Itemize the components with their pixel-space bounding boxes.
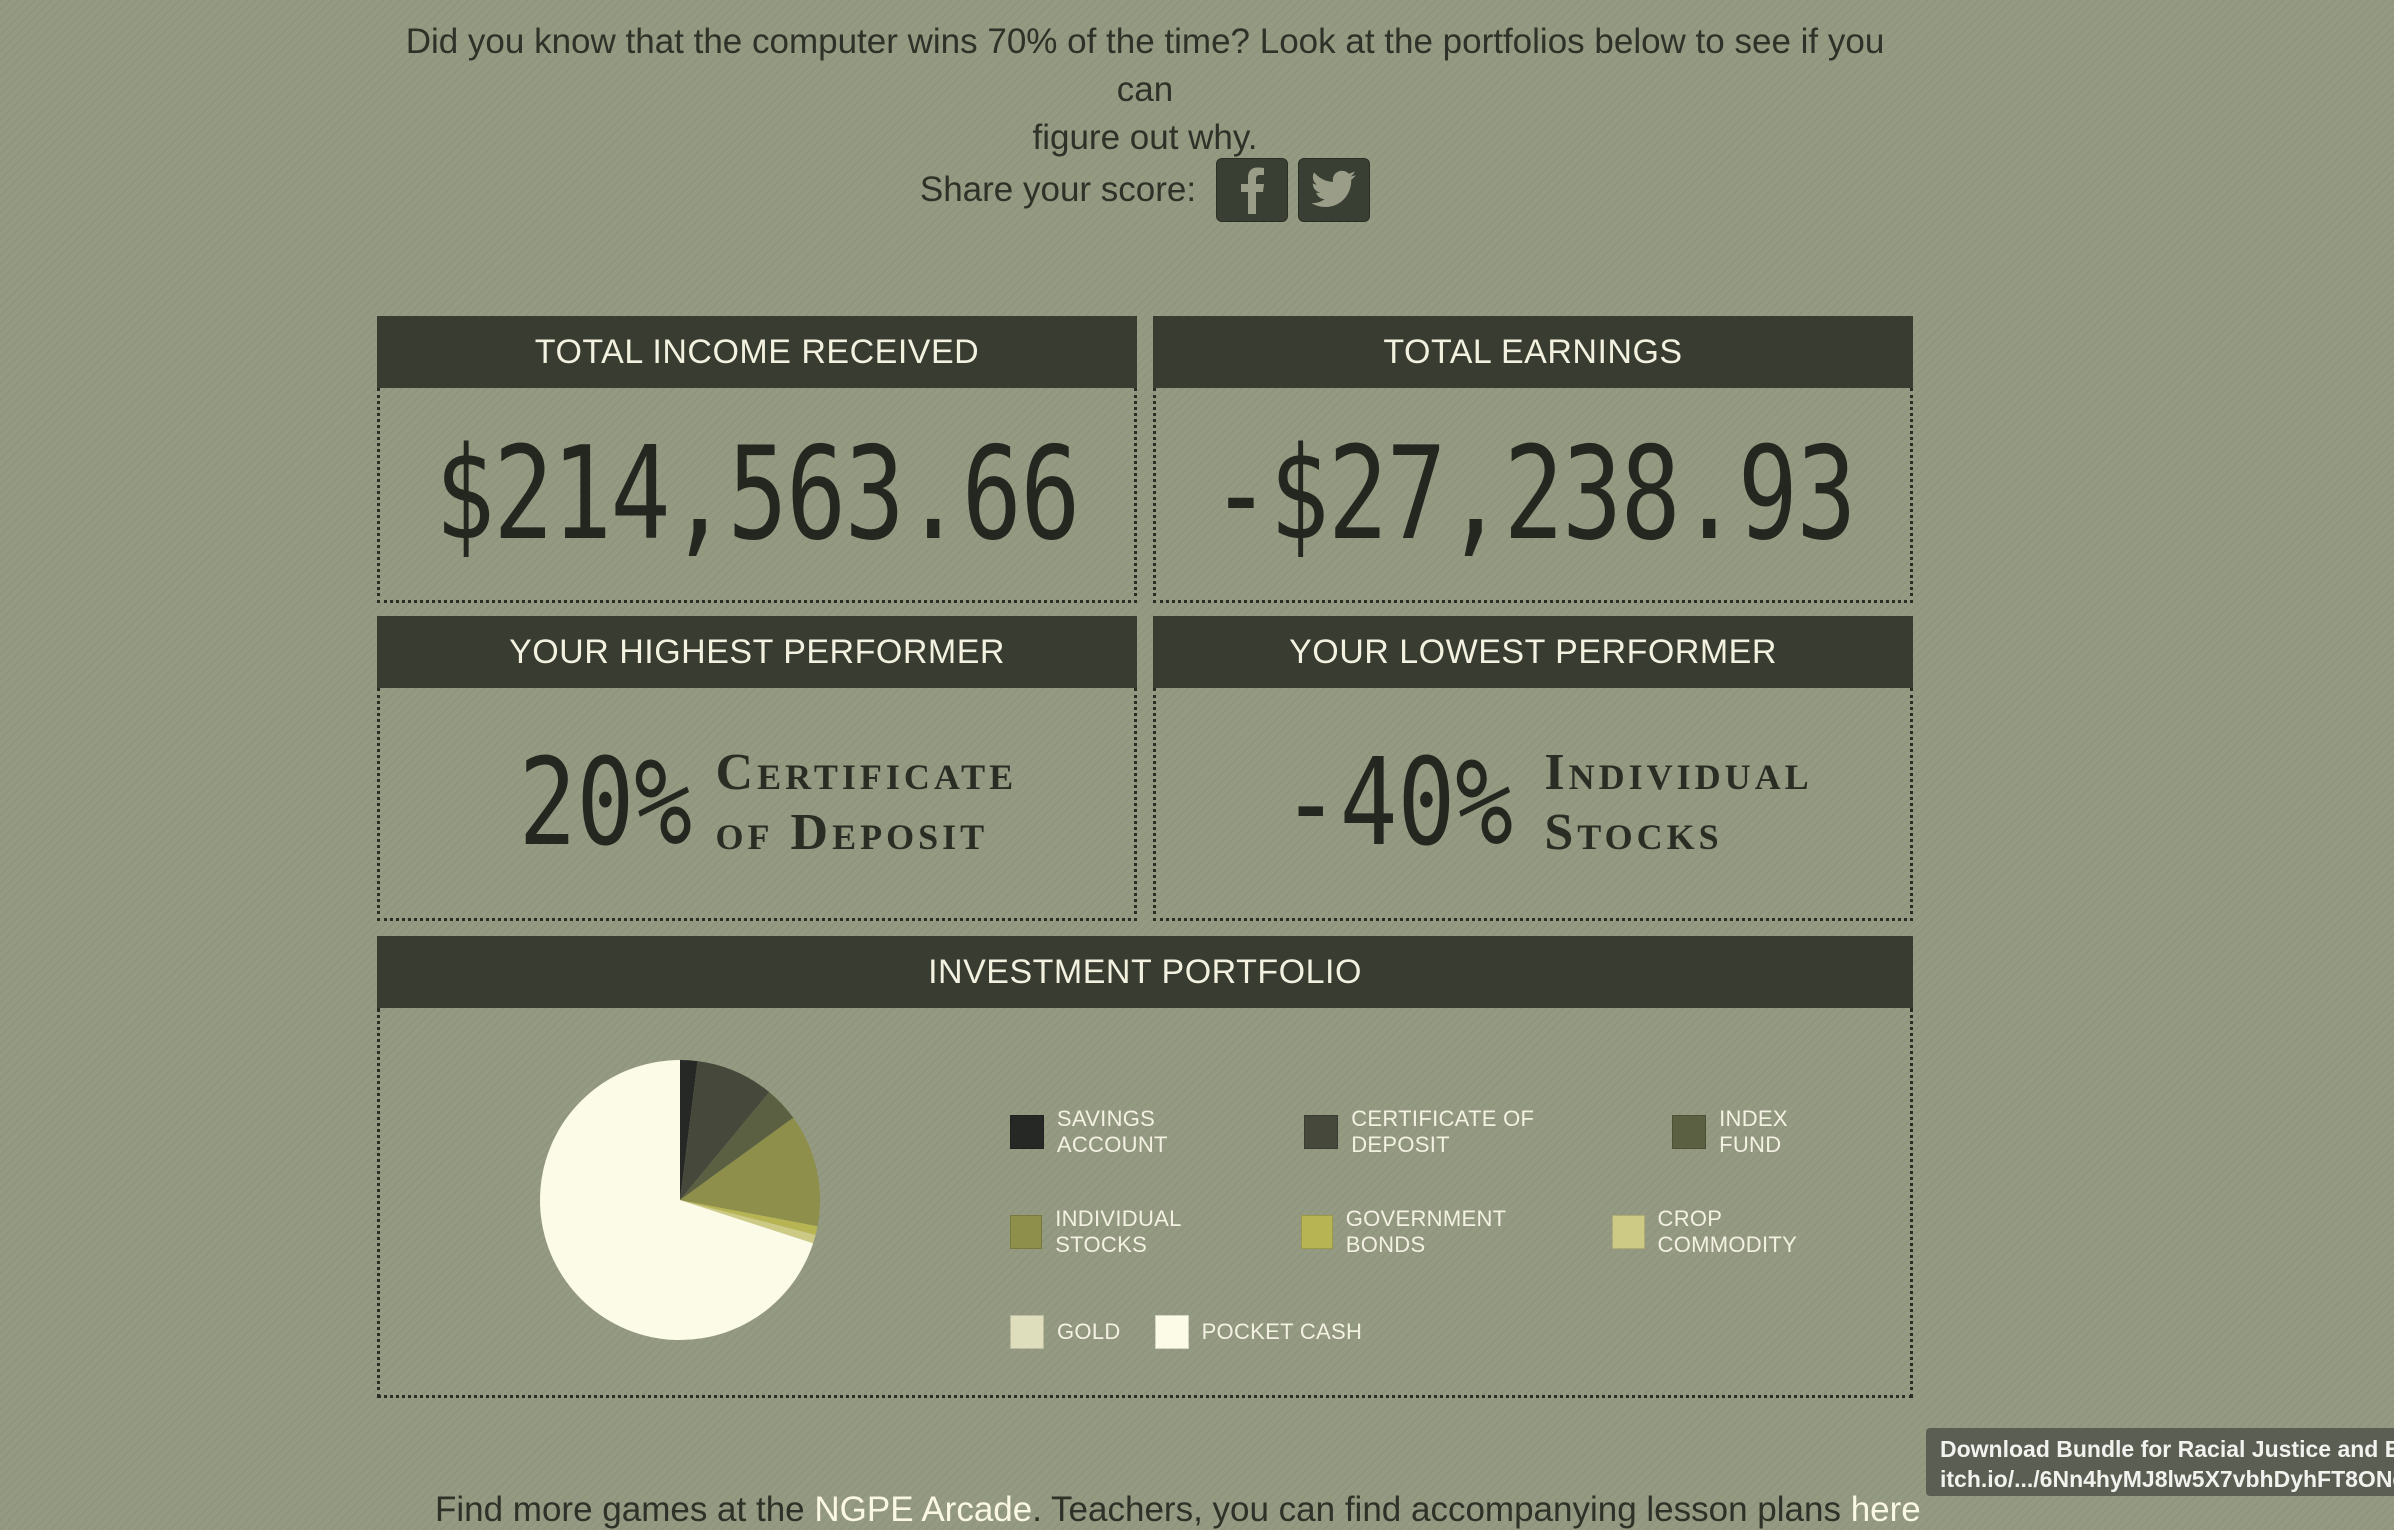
tooltip-line-2: itch.io/.../6Nn4hyMJ8lw5X7vbhDyhFT8ONc [1940, 1466, 2394, 1492]
legend-label: CERTIFICATE OF DEPOSIT [1351, 1106, 1535, 1157]
highest-performer-name-line-2: of Deposit [715, 804, 989, 861]
legend-swatch [1010, 1115, 1044, 1149]
footer-text: Find more games at the NGPE Arcade. Teac… [435, 1490, 1921, 1530]
total-income-panel: TOTAL INCOME RECEIVED $214,563.66 [377, 316, 1137, 603]
legend-swatch [1010, 1215, 1043, 1249]
legend-row: SAVINGS ACCOUNT CERTIFICATE OF DEPOSIT IND… [1010, 1082, 1890, 1182]
legend-label: POCKET CASH [1201, 1319, 1363, 1344]
pie-slice-savings-account [680, 1060, 698, 1200]
ngpe-arcade-link[interactable]: NGPE Arcade [814, 1490, 1033, 1529]
highest-performer-name: Certificate of Deposit [716, 743, 1018, 863]
highest-performer-title: YOUR HIGHEST PERFORMER [377, 616, 1137, 688]
legend-row: INDIVIDUAL STOCKS GOVERNMENT BONDS CROP CO… [1010, 1182, 1890, 1282]
investment-portfolio-panel: INVESTMENT PORTFOLIO [377, 936, 1913, 1398]
pie-slice-individual-stocks [680, 1117, 820, 1227]
intro-line-1: Did you know that the computer wins 70% … [405, 22, 1885, 109]
total-earnings-title: TOTAL EARNINGS [1153, 316, 1913, 388]
lowest-performer-name: Individual Stocks [1544, 743, 1812, 863]
legend-swatch [1010, 1315, 1044, 1349]
highest-performer-panel: YOUR HIGHEST PERFORMER 20% Certificate o… [377, 616, 1137, 921]
pie-slice-crop-commodity [680, 1200, 816, 1244]
highest-performer-name-line-1: Certificate [715, 744, 1018, 801]
share-bar: Share your score: [0, 158, 2290, 222]
legend-label: GOVERNMENT BONDS [1345, 1206, 1506, 1257]
pie-slice-certificate-of-deposit [680, 1061, 770, 1200]
legend-item-crop-commodity: CROP COMMODITY [1612, 1206, 1856, 1258]
total-earnings-value: -$27,238.93 [1210, 419, 1857, 569]
lowest-performer-body: -40% Individual Stocks [1153, 688, 1913, 921]
pie-slice-pocket-cash [540, 1060, 814, 1340]
total-income-value: $214,563.66 [434, 419, 1081, 569]
highest-performer-percent: 20% [518, 733, 692, 873]
legend-label: GOLD [1057, 1319, 1121, 1344]
legend-label: SAVINGS ACCOUNT [1056, 1106, 1168, 1157]
legend-item-certificate-of-deposit: CERTIFICATE OF DEPOSIT [1304, 1106, 1638, 1158]
lowest-performer-title: YOUR LOWEST PERFORMER [1153, 616, 1913, 688]
intro-line-2: figure out why. [1032, 118, 1258, 157]
total-earnings-panel: TOTAL EARNINGS -$27,238.93 [1153, 316, 1913, 603]
twitter-icon [1311, 170, 1357, 207]
twitter-share-button[interactable] [1298, 158, 1371, 222]
lowest-performer-name-line-1: Individual [1544, 744, 1813, 801]
legend-swatch [1612, 1215, 1645, 1249]
legend-item-individual-stocks: INDIVIDUAL STOCKS [1010, 1206, 1267, 1258]
legend-item-government-bonds: GOVERNMENT BONDS [1300, 1206, 1579, 1258]
legend-swatch [1672, 1115, 1707, 1149]
investment-portfolio-body [377, 1008, 1913, 1398]
pie-slice-index-fund [680, 1092, 794, 1200]
total-income-title: TOTAL INCOME RECEIVED [377, 316, 1137, 388]
legend-swatch [1154, 1315, 1189, 1349]
legend-item-gold: GOLD [1010, 1315, 1121, 1349]
lesson-plans-link[interactable]: here [1850, 1490, 1921, 1529]
share-label: Share your score: [919, 170, 1197, 209]
footer-middle: . Teachers, you can find accompanying le… [1032, 1490, 1851, 1529]
highest-performer-body: 20% Certificate of Deposit [377, 688, 1137, 921]
legend-swatch [1304, 1115, 1339, 1149]
legend-row: GOLD POCKET CASH [1010, 1282, 1890, 1382]
lowest-performer-name-line-2: Stocks [1544, 804, 1723, 861]
facebook-share-button[interactable] [1216, 158, 1289, 222]
total-income-body: $214,563.66 [377, 388, 1137, 603]
pie-slice-government-bonds [680, 1200, 818, 1235]
footer-prefix: Find more games at the [435, 1490, 815, 1529]
portfolio-legend: SAVINGS ACCOUNT CERTIFICATE OF DEPOSIT IND… [1010, 1082, 1890, 1382]
intro-text: Did you know that the computer wins 70% … [380, 18, 1910, 162]
portfolio-pie-chart [540, 1060, 820, 1340]
legend-label: INDIVIDUAL STOCKS [1055, 1206, 1181, 1257]
lowest-performer-percent: -40% [1282, 733, 1514, 873]
legend-item-pocket-cash: POCKET CASH [1154, 1315, 1363, 1349]
lowest-performer-panel: YOUR LOWEST PERFORMER -40% Individual St… [1153, 616, 1913, 921]
legend-item-savings-account: SAVINGS ACCOUNT [1010, 1106, 1270, 1158]
total-earnings-body: -$27,238.93 [1153, 388, 1913, 603]
legend-item-index-fund: INDEX FUND [1672, 1106, 1856, 1158]
download-tooltip[interactable]: Download Bundle for Racial Justice and E… [1926, 1428, 2394, 1496]
legend-label: INDEX FUND [1719, 1106, 1788, 1157]
facebook-icon [1241, 167, 1265, 214]
legend-swatch [1300, 1215, 1333, 1249]
investment-portfolio-title: INVESTMENT PORTFOLIO [377, 936, 1913, 1008]
legend-label: CROP COMMODITY [1657, 1206, 1798, 1257]
tooltip-line-1: Download Bundle for Racial Justice and E… [1940, 1436, 2394, 1462]
